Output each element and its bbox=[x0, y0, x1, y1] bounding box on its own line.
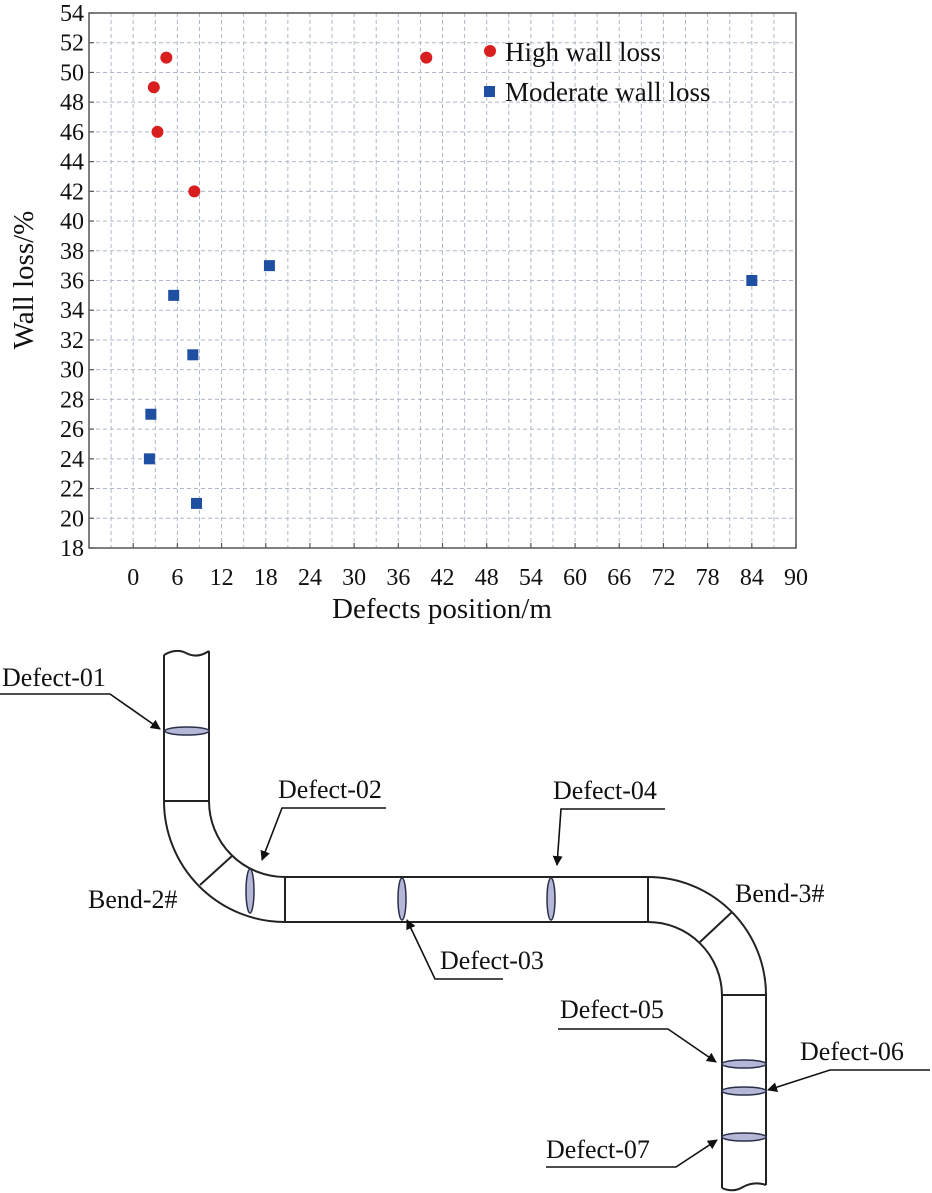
y-tick-label: 34 bbox=[60, 298, 84, 324]
defect-03-callout: Defect-03 bbox=[406, 919, 544, 980]
defect-06-marker bbox=[721, 1086, 767, 1096]
x-tick-label: 18 bbox=[254, 565, 278, 591]
y-axis-title: Wall loss/% bbox=[8, 211, 40, 350]
y-tick-label: 44 bbox=[60, 150, 84, 176]
bend-3 bbox=[647, 876, 767, 996]
x-tick-label: 78 bbox=[696, 565, 720, 591]
defect-06-label: Defect-06 bbox=[800, 1037, 904, 1066]
legend-marker-moderate bbox=[484, 86, 495, 97]
x-tick-label: 6 bbox=[171, 565, 183, 591]
defect-01-callout: Defect-01 bbox=[0, 663, 161, 730]
legend-marker-high bbox=[484, 45, 496, 57]
x-tick-label: 60 bbox=[563, 565, 587, 591]
point-high-wall-loss bbox=[147, 81, 160, 94]
y-tick-label: 36 bbox=[60, 269, 84, 295]
point-high-wall-loss bbox=[160, 51, 173, 64]
y-tick-label: 48 bbox=[60, 90, 84, 116]
x-tick-label: 90 bbox=[784, 565, 808, 591]
point-high-wall-loss bbox=[188, 185, 201, 198]
pipe-segment-horizontal bbox=[284, 876, 649, 923]
defect-06-callout: Defect-06 bbox=[767, 1037, 930, 1092]
defect-04-callout: Defect-04 bbox=[552, 776, 665, 866]
x-axis-title: Defects position/m bbox=[332, 593, 552, 625]
pipeline-diagram: Defect-01 Defect-02 Defect-03 Defect-04 … bbox=[0, 649, 930, 1192]
x-tick-label: 36 bbox=[386, 565, 410, 591]
point-moderate-wall-loss bbox=[187, 349, 199, 361]
x-tick-label: 54 bbox=[519, 565, 543, 591]
point-high-wall-loss bbox=[151, 125, 164, 138]
x-tick-label: 66 bbox=[607, 565, 631, 591]
data-points bbox=[143, 51, 758, 509]
grid-lines bbox=[89, 13, 796, 548]
x-tick-label: 48 bbox=[475, 565, 499, 591]
y-tick-label: 54 bbox=[60, 1, 84, 27]
defect-02-callout: Defect-02 bbox=[260, 775, 386, 861]
x-tick-label: 42 bbox=[431, 565, 455, 591]
scatter-chart: 18 20 22 24 26 28 30 32 34 36 38 40 42 44 46 48 50 52 54 0… bbox=[8, 1, 808, 625]
point-moderate-wall-loss bbox=[168, 289, 180, 301]
point-high-wall-loss bbox=[420, 51, 433, 64]
y-tick-label: 32 bbox=[60, 328, 84, 354]
legend-label-moderate: Moderate wall loss bbox=[505, 77, 710, 107]
y-tick-label: 46 bbox=[60, 120, 84, 146]
x-tick-label: 12 bbox=[210, 565, 234, 591]
defect-04-marker bbox=[546, 877, 556, 921]
x-tick-label: 30 bbox=[342, 565, 366, 591]
defect-04-label: Defect-04 bbox=[553, 776, 657, 805]
point-moderate-wall-loss bbox=[191, 497, 203, 509]
y-tick-label: 52 bbox=[60, 31, 84, 57]
legend: High wall loss Moderate wall loss bbox=[484, 37, 710, 107]
y-tick-label: 18 bbox=[60, 536, 84, 562]
y-tick-label: 28 bbox=[60, 387, 84, 413]
defect-02-label: Defect-02 bbox=[278, 775, 382, 804]
point-moderate-wall-loss bbox=[145, 408, 157, 420]
defect-05-marker bbox=[721, 1059, 767, 1069]
legend-label-high: High wall loss bbox=[505, 37, 661, 67]
y-tick-label: 22 bbox=[60, 477, 84, 503]
y-tick-label: 50 bbox=[60, 60, 84, 86]
defect-05-callout: Defect-05 bbox=[558, 995, 717, 1063]
y-tick-label: 38 bbox=[60, 239, 84, 265]
point-moderate-wall-loss bbox=[746, 275, 758, 286]
defect-01-label: Defect-01 bbox=[2, 663, 106, 692]
x-tick-label: 84 bbox=[740, 565, 764, 591]
point-moderate-wall-loss bbox=[263, 260, 275, 272]
y-tick-label: 24 bbox=[60, 447, 84, 473]
point-moderate-wall-loss bbox=[143, 453, 155, 465]
defect-05-label: Defect-05 bbox=[560, 995, 664, 1024]
x-axis-ticks: 0 6 12 18 24 30 36 42 48 54 60 66 72 78 84 90 bbox=[127, 543, 808, 591]
bend-3-label: Bend-3# bbox=[735, 879, 825, 908]
x-tick-label: 72 bbox=[651, 565, 675, 591]
y-tick-label: 20 bbox=[60, 506, 84, 532]
y-tick-label: 42 bbox=[60, 179, 84, 205]
defect-03-marker bbox=[397, 877, 407, 921]
y-tick-label: 40 bbox=[60, 209, 84, 235]
defect-07-callout: Defect-07 bbox=[546, 1135, 718, 1168]
y-axis-ticks: 18 20 22 24 26 28 30 32 34 36 38 40 42 44 46 48 50 52 54 bbox=[60, 1, 94, 562]
defect-01-marker bbox=[164, 726, 210, 736]
y-tick-label: 30 bbox=[60, 358, 84, 384]
defect-07-marker bbox=[721, 1132, 767, 1142]
x-tick-label: 0 bbox=[127, 565, 139, 591]
defect-02-marker bbox=[245, 868, 255, 914]
y-tick-label: 26 bbox=[60, 417, 84, 443]
defect-03-label: Defect-03 bbox=[440, 946, 544, 975]
pipe-segment-top bbox=[163, 649, 210, 802]
defect-07-label: Defect-07 bbox=[546, 1135, 650, 1164]
bend-2-label: Bend-2# bbox=[88, 885, 178, 914]
x-tick-label: 24 bbox=[298, 565, 322, 591]
bend-2 bbox=[163, 800, 286, 923]
